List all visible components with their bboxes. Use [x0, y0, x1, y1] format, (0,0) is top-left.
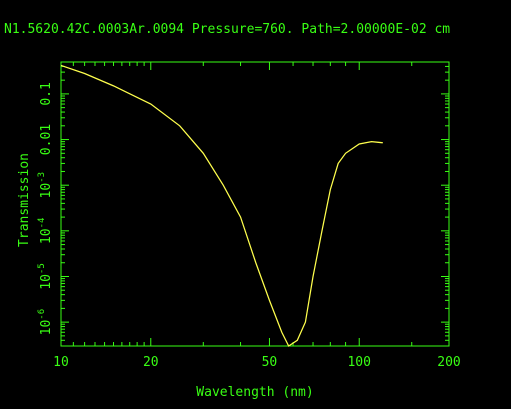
chart-title: N1.5620.42C.0003Ar.0094 Pressure=760. Pa… [4, 22, 450, 37]
x-tick-label-0: 10 [53, 355, 69, 370]
y-tick-label-0: 10-6 [37, 309, 54, 336]
plot-frame [60, 61, 450, 347]
y-tick-label-power-1: 10-5 [37, 263, 54, 290]
y-tick-label-5: 0.1 [39, 82, 54, 105]
y-tick-label-power-0: 10-6 [37, 309, 54, 336]
y-tick-label-text-4: 0.01 [39, 124, 54, 155]
y-tick-label-power-2: 10-4 [37, 218, 54, 245]
ticks-layer [60, 62, 450, 346]
x-tick-label-1: 20 [143, 355, 159, 370]
x-axis-label: Wavelength (nm) [196, 385, 313, 400]
x-tick-label-3: 100 [347, 355, 370, 370]
x-tick-label-2: 50 [262, 355, 278, 370]
y-axis-label: Transmission [17, 153, 32, 247]
x-tick-label-4: 200 [437, 355, 460, 370]
series-line [60, 64, 383, 347]
y-tick-label-1: 10-5 [37, 263, 54, 290]
tick-labels-layer: 10 20 50 100 200 10-6 10-5 10-4 10-3 0.01 0.1 [37, 82, 461, 370]
y-tick-label-4: 0.01 [39, 124, 54, 155]
y-tick-label-power-3: 10-3 [37, 172, 54, 199]
y-tick-label-3: 10-3 [37, 172, 54, 199]
y-tick-label-text-5: 0.1 [39, 82, 54, 105]
y-tick-label-2: 10-4 [37, 218, 54, 245]
